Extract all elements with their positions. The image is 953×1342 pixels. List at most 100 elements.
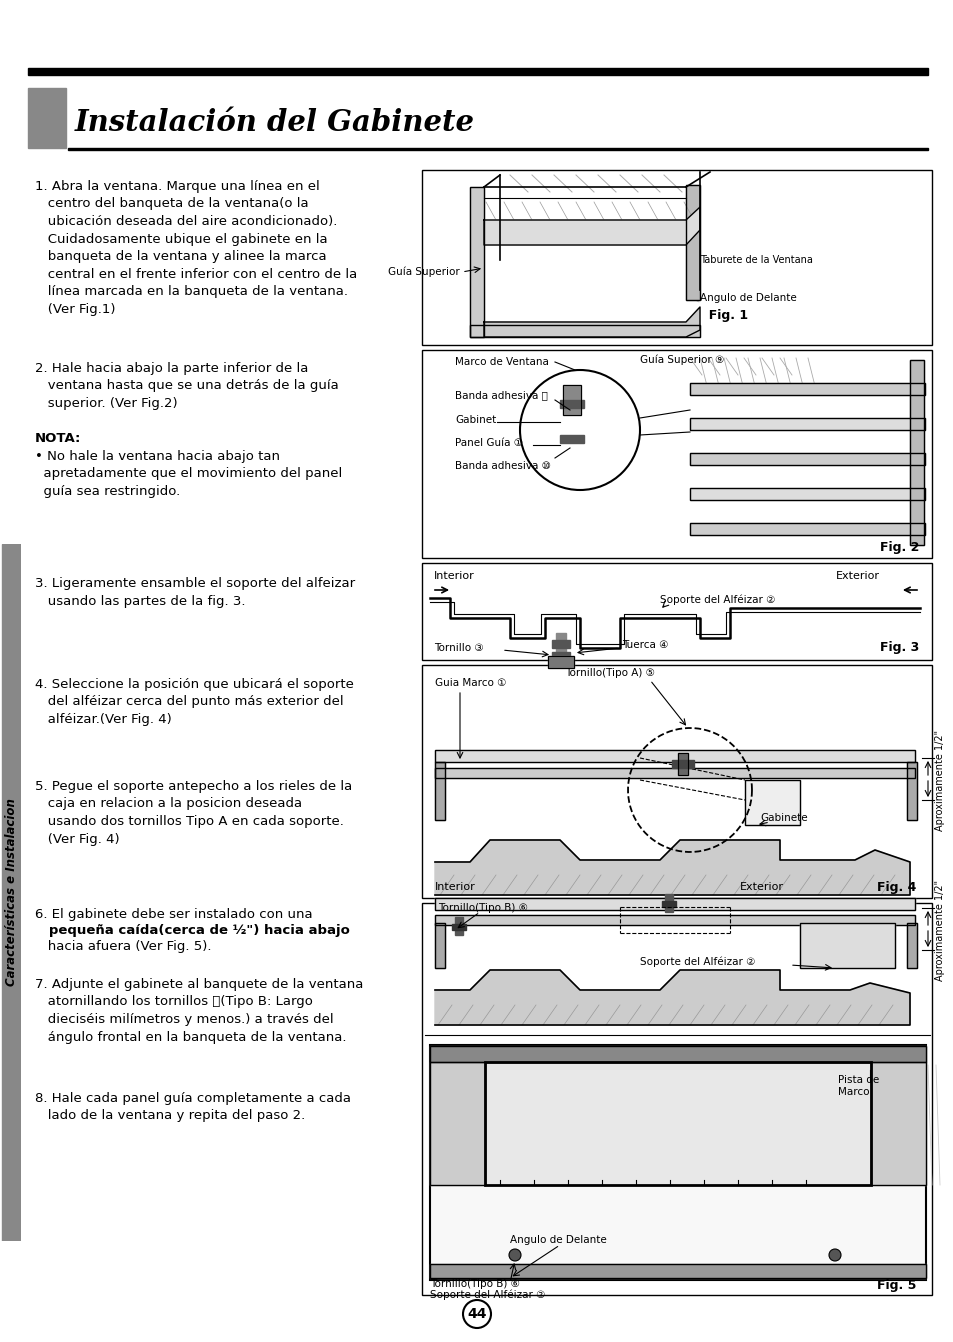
Bar (547, 656, 574, 668)
Bar (559, 435, 583, 443)
Bar (685, 185, 700, 301)
Text: Marco de Ventana: Marco de Ventana (455, 357, 548, 366)
Bar (689, 417, 924, 429)
Text: Angulo de Delante: Angulo de Delante (510, 1235, 606, 1245)
Bar (909, 360, 923, 545)
Bar (421, 350, 931, 558)
Bar (430, 1264, 925, 1278)
Bar (484, 1062, 870, 1185)
Bar (909, 360, 923, 545)
Text: Gabinete: Gabinete (760, 813, 807, 823)
Text: Tornillo(Tipo B) ⑥: Tornillo(Tipo B) ⑥ (437, 903, 527, 913)
Bar (664, 894, 672, 913)
Bar (452, 925, 465, 930)
Text: Gabinet: Gabinet (455, 415, 496, 425)
Bar (435, 923, 444, 968)
Polygon shape (435, 840, 909, 895)
Bar (661, 900, 676, 907)
Text: Exterior: Exterior (835, 570, 879, 581)
Text: Tornillo(Tipo A) ⑤: Tornillo(Tipo A) ⑤ (564, 668, 654, 678)
Text: 8. Hale cada panel guía completamente a cada
   lado de la ventana y repita del : 8. Hale cada panel guía completamente a … (35, 1092, 351, 1122)
Text: Fig. 5: Fig. 5 (876, 1279, 916, 1291)
Bar (470, 325, 700, 337)
Text: Interior: Interior (435, 882, 476, 892)
Circle shape (509, 1249, 520, 1261)
Bar (906, 923, 916, 968)
Text: hacia afuera (Ver Fig. 5).: hacia afuera (Ver Fig. 5). (35, 939, 212, 953)
Text: 4. Seleccione la posición que ubicará el soporte
   del alféizar cerca del punto: 4. Seleccione la posición que ubicará el… (35, 678, 354, 726)
Text: Soporte del Alféizar ②: Soporte del Alféizar ② (659, 595, 775, 605)
Bar (421, 903, 931, 1295)
Bar (678, 753, 687, 774)
Text: 5. Pegue el soporte antepecho a los rieles de la
   caja en relacion a la posici: 5. Pegue el soporte antepecho a los riel… (35, 780, 352, 845)
Bar (430, 1264, 925, 1278)
Bar (68, 148, 927, 150)
Text: Instalación del Gabinete: Instalación del Gabinete (75, 107, 475, 137)
Text: Tornillo ③: Tornillo ③ (434, 643, 483, 654)
Bar (435, 750, 914, 762)
Bar (800, 923, 894, 968)
Text: Aproximamente 1/2": Aproximamente 1/2" (934, 730, 944, 831)
Bar (689, 382, 924, 395)
Text: Panel Guía ①: Panel Guía ① (455, 437, 522, 448)
Bar (678, 753, 687, 774)
Bar (435, 898, 914, 910)
Polygon shape (483, 207, 700, 246)
Text: 3. Ligeramente ensamble el soporte del alfeizar
   usando las partes de la fig. : 3. Ligeramente ensamble el soporte del a… (35, 577, 355, 608)
Bar (562, 385, 580, 415)
Text: Fig. 1: Fig. 1 (700, 310, 747, 322)
Text: 7. Adjunte el gabinete al banquete de la ventana
   atornillando los tornillos Ⓢ: 7. Adjunte el gabinete al banquete de la… (35, 978, 363, 1044)
Text: NOTA:: NOTA: (35, 432, 81, 446)
Bar (689, 454, 924, 464)
Text: pequeña caída(cerca de ½") hacia abajo: pequeña caída(cerca de ½") hacia abajo (35, 925, 350, 937)
Bar (689, 488, 924, 501)
Text: Tornillo(Tipo B) ⑥: Tornillo(Tipo B) ⑥ (430, 1279, 519, 1290)
Text: Tuerca ④: Tuerca ④ (621, 640, 668, 650)
Text: Fig. 2: Fig. 2 (879, 542, 919, 554)
Bar (421, 170, 931, 345)
Bar (435, 768, 914, 778)
Bar (435, 898, 914, 910)
Bar (547, 656, 574, 668)
Text: Aproximamente 1/2": Aproximamente 1/2" (934, 879, 944, 981)
Bar (430, 1062, 484, 1185)
Bar (455, 917, 462, 935)
Bar (435, 915, 914, 925)
Bar (689, 523, 924, 535)
Bar (470, 187, 483, 337)
Text: Guía Superior ⑨: Guía Superior ⑨ (639, 354, 723, 365)
Bar (430, 1045, 925, 1062)
Bar (689, 488, 924, 501)
Bar (435, 915, 914, 925)
Bar (470, 187, 483, 337)
Bar (870, 1062, 925, 1185)
Text: Fig. 3: Fig. 3 (879, 641, 919, 655)
Bar (435, 923, 444, 968)
Text: Angulo de Delante: Angulo de Delante (700, 293, 796, 303)
Bar (744, 780, 800, 825)
Text: Guia Marco ①: Guia Marco ① (435, 678, 506, 688)
Bar (28, 68, 927, 75)
Text: Banda adhesiva ⑬: Banda adhesiva ⑬ (455, 391, 547, 400)
Text: 2. Hale hacia abajo la parte inferior de la
   ventana hasta que se una detrás d: 2. Hale hacia abajo la parte inferior de… (35, 362, 338, 411)
Text: • No hale la ventana hacia abajo tan
  apretadamente que el movimiento del panel: • No hale la ventana hacia abajo tan apr… (35, 450, 342, 498)
Bar (800, 923, 894, 968)
Bar (470, 325, 700, 337)
Bar (435, 762, 444, 820)
Text: Soporte del Alféizar ②: Soporte del Alféizar ② (430, 1290, 545, 1300)
Bar (435, 762, 444, 820)
Bar (430, 1062, 484, 1185)
Bar (906, 762, 916, 820)
Bar (671, 760, 693, 768)
Polygon shape (483, 307, 700, 337)
Bar (435, 768, 914, 778)
Bar (744, 780, 800, 825)
Text: Pista de
Marco: Pista de Marco (837, 1075, 879, 1096)
Circle shape (828, 1249, 841, 1261)
Bar (689, 454, 924, 464)
Bar (559, 400, 583, 408)
Text: Taburete de la Ventana: Taburete de la Ventana (700, 255, 812, 264)
Text: Banda adhesiva ⑩: Banda adhesiva ⑩ (455, 462, 550, 471)
Text: Interior: Interior (434, 570, 475, 581)
Bar (870, 1062, 925, 1185)
